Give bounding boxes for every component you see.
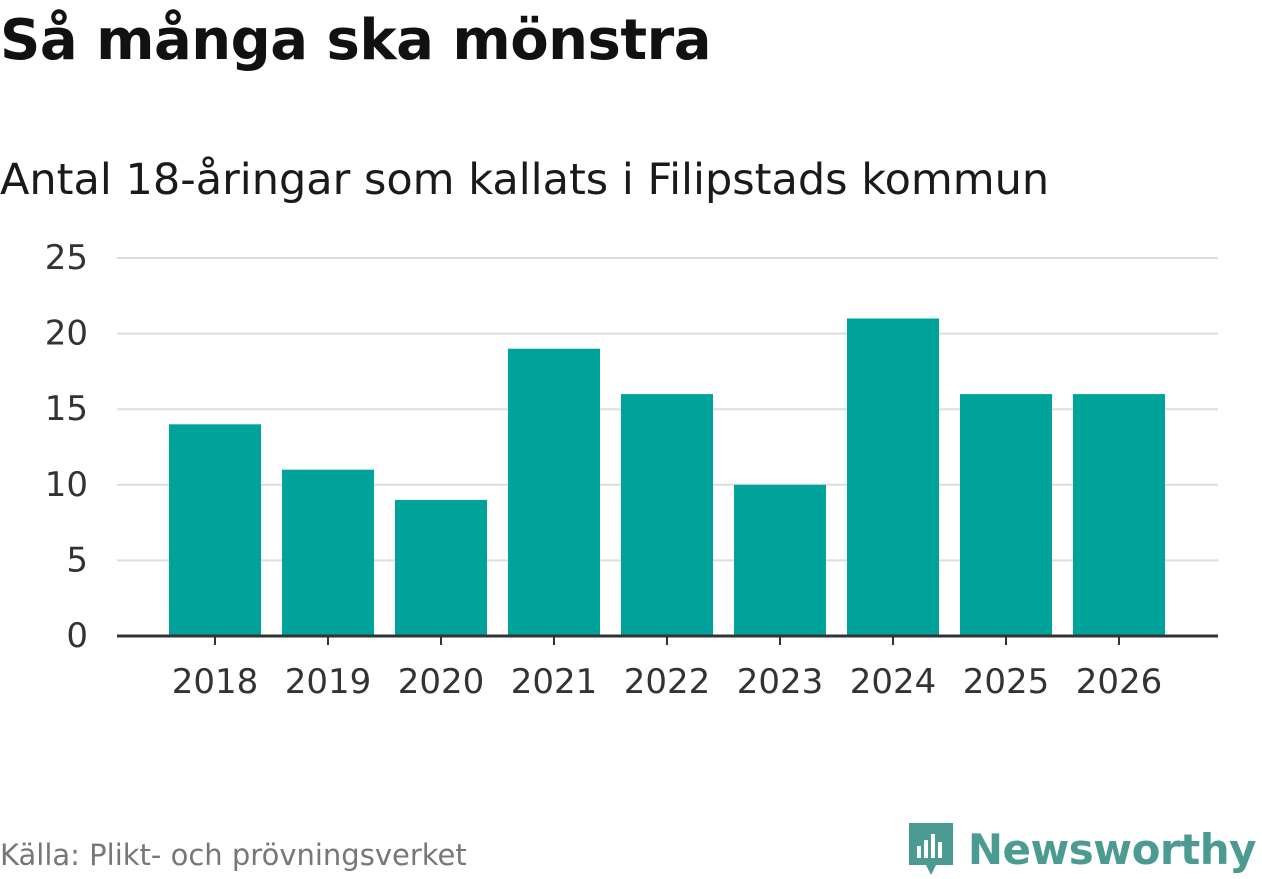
chart-subtitle: Antal 18-åringar som kallats i Filipstad…: [0, 155, 1050, 205]
bar-2022: [621, 394, 713, 636]
y-axis-ticks: 0 5 10 15 20 25: [45, 238, 88, 656]
bar-2018: [169, 424, 261, 636]
y-tick-label: 20: [45, 314, 88, 354]
y-tick-label: 25: [45, 238, 88, 278]
bar-2024: [847, 318, 939, 636]
x-tick-label: 2020: [398, 662, 485, 702]
y-tick-label: 0: [66, 616, 88, 656]
bar-2025: [960, 394, 1052, 636]
x-tick-label: 2025: [963, 662, 1050, 702]
bar-2019: [282, 469, 374, 636]
bar-2026: [1073, 394, 1165, 636]
bars: [169, 318, 1165, 636]
bar-2023: [734, 484, 826, 636]
y-tick-label: 15: [45, 389, 88, 429]
x-tick-label: 2021: [511, 662, 598, 702]
x-tick-label: 2023: [737, 662, 824, 702]
brand-logo: Newsworthy: [906, 820, 1257, 878]
x-tick-label: 2024: [850, 662, 937, 702]
chart-title: Så många ska mönstra: [0, 8, 712, 73]
x-axis-ticks: 2018 2019 2020 2021 2022 2023 2024 2025 2026: [172, 636, 1163, 702]
source-note: Källa: Plikt- och prövningsverket: [0, 838, 467, 872]
brand-name: Newsworthy: [967, 824, 1257, 874]
x-tick-label: 2022: [624, 662, 711, 702]
x-tick-label: 2018: [172, 662, 259, 702]
bar-2021: [508, 348, 600, 636]
bar-2020: [395, 499, 487, 636]
newsworthy-logo-icon: [908, 823, 953, 875]
y-tick-label: 10: [45, 465, 88, 505]
y-tick-label: 5: [66, 540, 88, 580]
x-tick-label: 2026: [1076, 662, 1163, 702]
x-tick-label: 2019: [285, 662, 372, 702]
